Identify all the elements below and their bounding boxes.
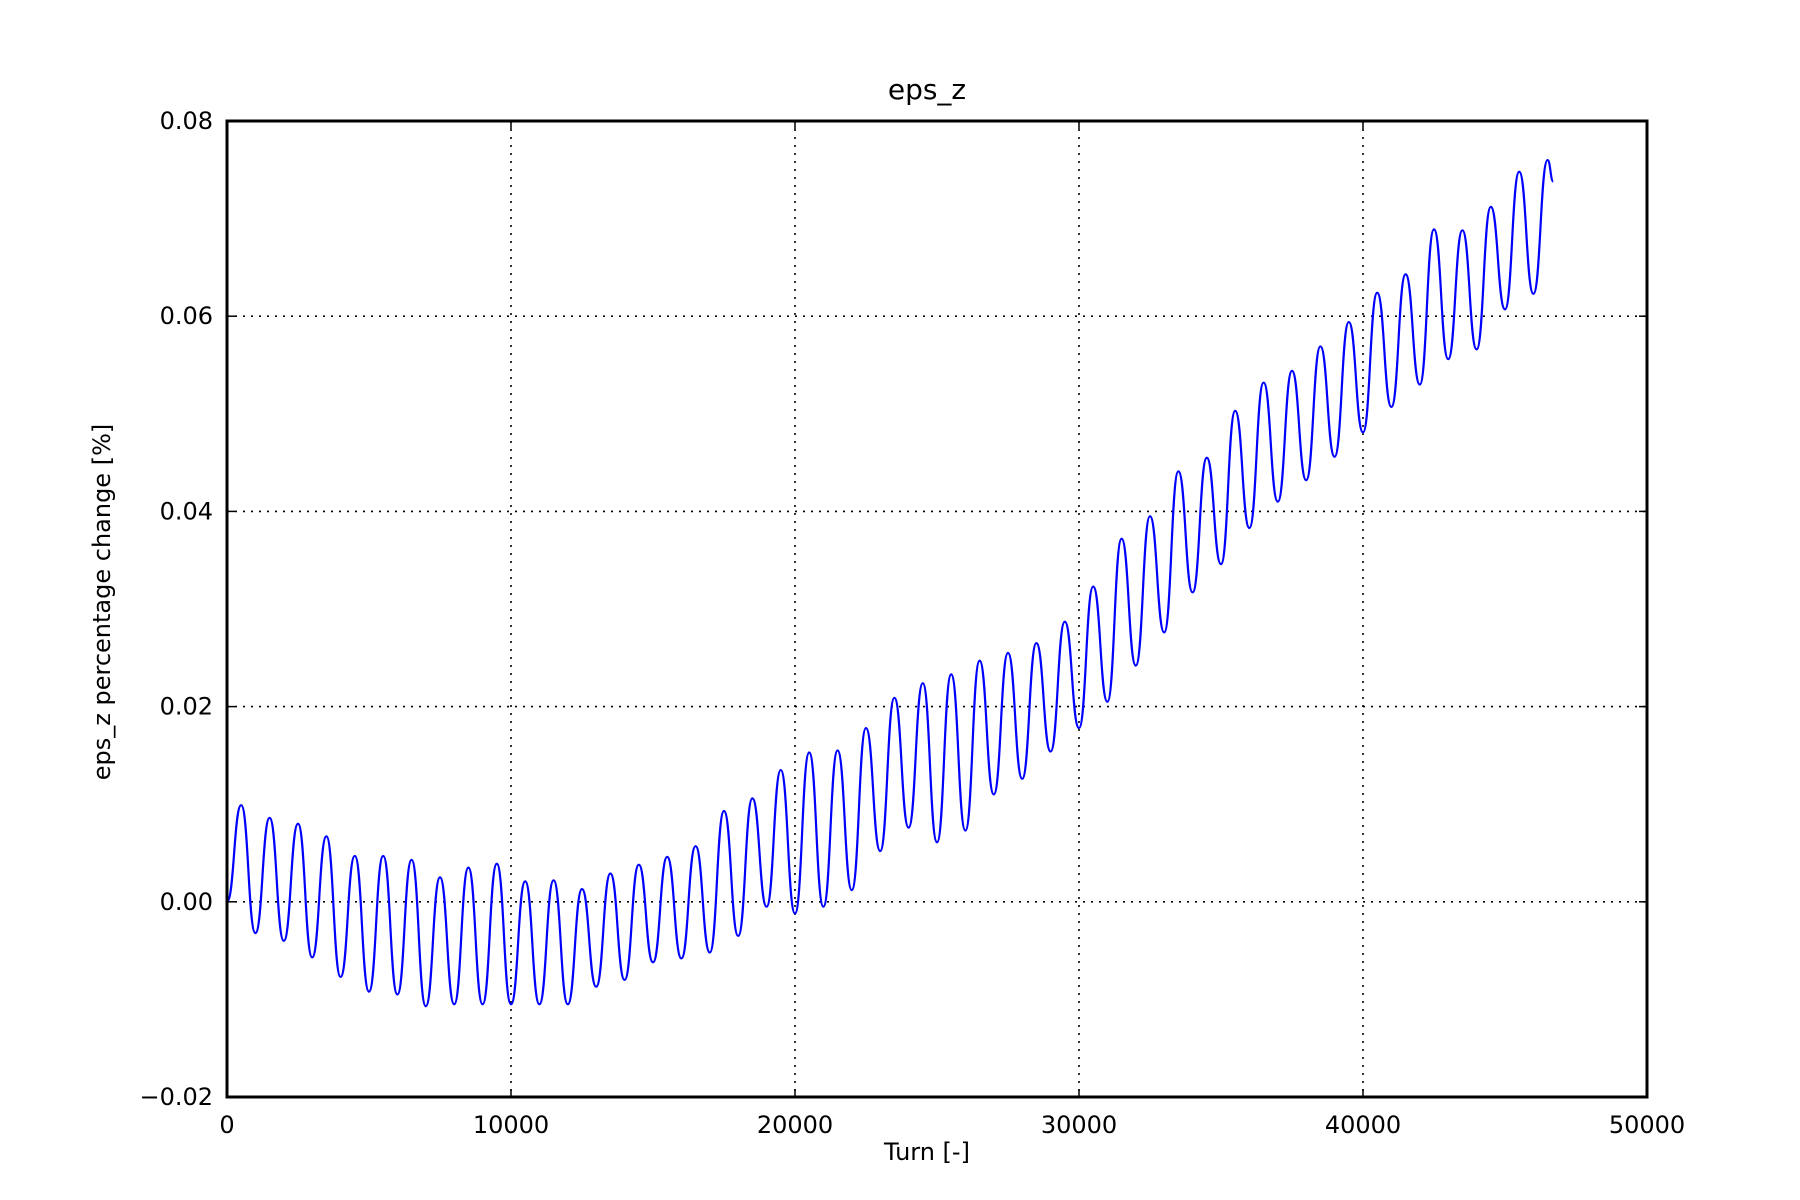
series-layer [225, 158, 1555, 1008]
x-tick-label: 10000 [473, 1111, 549, 1139]
x-tick-label: 0 [219, 1111, 234, 1139]
x-tick-label: 40000 [1325, 1111, 1401, 1139]
y-tick-label: 0.06 [160, 302, 213, 330]
chart-title: eps_z [888, 73, 966, 106]
y-tick-label: 0.08 [160, 107, 213, 135]
y-tick-label: 0.00 [160, 888, 213, 916]
x-axis-label: Turn [-] [883, 1138, 970, 1166]
x-tick-label: 20000 [757, 1111, 833, 1139]
x-tick-label: 50000 [1609, 1111, 1685, 1139]
y-tick-label: 0.04 [160, 497, 213, 525]
x-tick-label: 30000 [1041, 1111, 1117, 1139]
y-axis-label: eps_z percentage change [%] [88, 424, 116, 780]
y-tick-label: −0.02 [139, 1083, 213, 1111]
y-tick-label: 0.02 [160, 693, 213, 721]
ticks: 0 10000 20000 30000 40000 50000 −0.02 0.00 0.02 0… [139, 107, 1685, 1139]
series-line [225, 158, 1555, 1008]
grid [227, 121, 1647, 1097]
plot-frame [225, 119, 1649, 1099]
